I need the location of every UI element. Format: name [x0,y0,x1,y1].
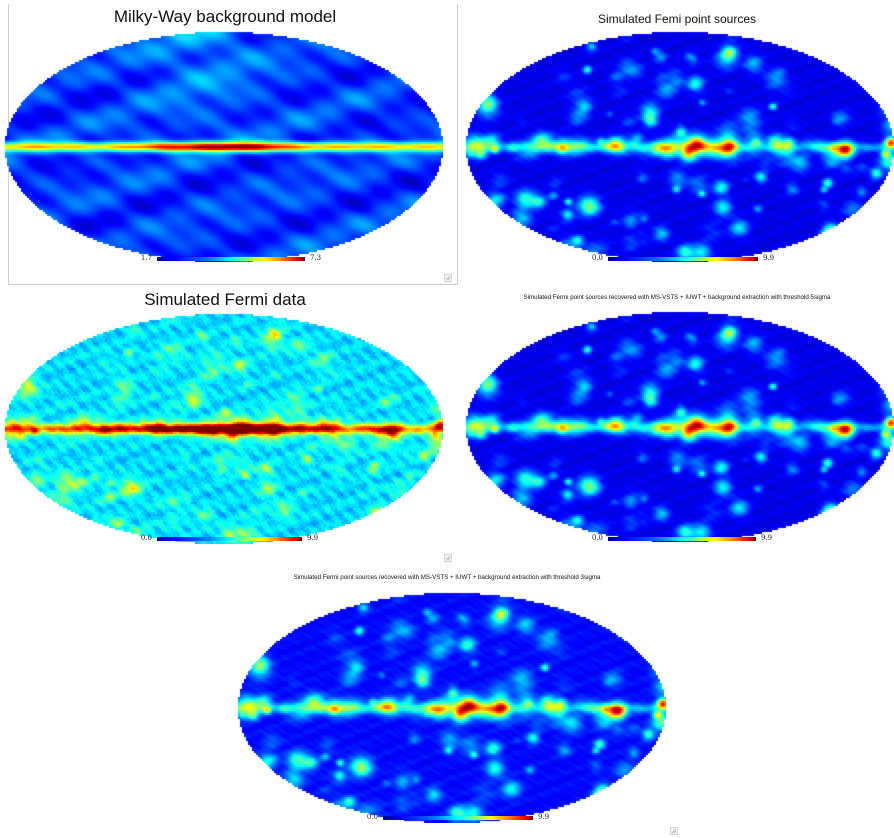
colorbar-min: 0.0 [140,534,152,542]
colorbar-min: 1.7 [140,254,152,262]
mollweide-map-background [3,30,443,262]
mollweide-map-sources [464,30,894,262]
panel-title: Simulated Fermi data [144,290,306,309]
colorbar-gradient [383,816,533,820]
colorbar-gradient [608,537,756,541]
colorbar-gradient [157,257,305,261]
colorbar-max: 9.9 [761,534,773,542]
colorbar: 0.0 9.9 [141,534,318,545]
colorbar-gradient [608,257,758,261]
colorbar-min: 0.0 [366,813,378,821]
colorbar: 0.0 9.9 [592,534,772,545]
panel-recovered-5sigma: Simulated Fermi point sources recovered … [460,290,894,565]
resize-handle-icon [670,827,678,835]
panel-title: Simulated Femi point sources [597,12,757,26]
panel-title: Simulated Fermi point sources recovered … [293,574,601,581]
resize-handle-icon [444,554,452,562]
mollweide-map-recovered-5sigma [464,310,894,542]
panel-background-model: Milky-Way background model 1.7 7.3 [0,0,460,290]
mollweide-map-recovered-3sigma [236,591,666,823]
colorbar: 0.0 9.9 [592,254,774,265]
colorbar: 1.7 7.3 [141,254,321,265]
colorbar-gradient [157,537,302,541]
resize-handle-icon [444,274,452,282]
panel-fermi-data: Simulated Fermi data 0.0 9.9 [0,290,460,565]
panel-point-sources: Simulated Femi point sources 0.0 9.9 [460,0,894,290]
colorbar-min: 0.0 [591,534,603,542]
panel-title: Milky-Way background model [113,7,337,26]
colorbar-max: 9.9 [538,813,550,821]
panel-recovered-3sigma: Simulated Fermi point sources recovered … [200,565,694,838]
colorbar: 0.0 9.9 [367,813,549,824]
colorbar-max: 9.9 [763,254,775,262]
colorbar-max: 9.9 [307,534,319,542]
panel-title: Simulated Fermi point sources recovered … [523,294,831,301]
colorbar-min: 0.0 [591,254,603,262]
mollweide-map-data [3,312,443,544]
colorbar-max: 7.3 [310,254,322,262]
